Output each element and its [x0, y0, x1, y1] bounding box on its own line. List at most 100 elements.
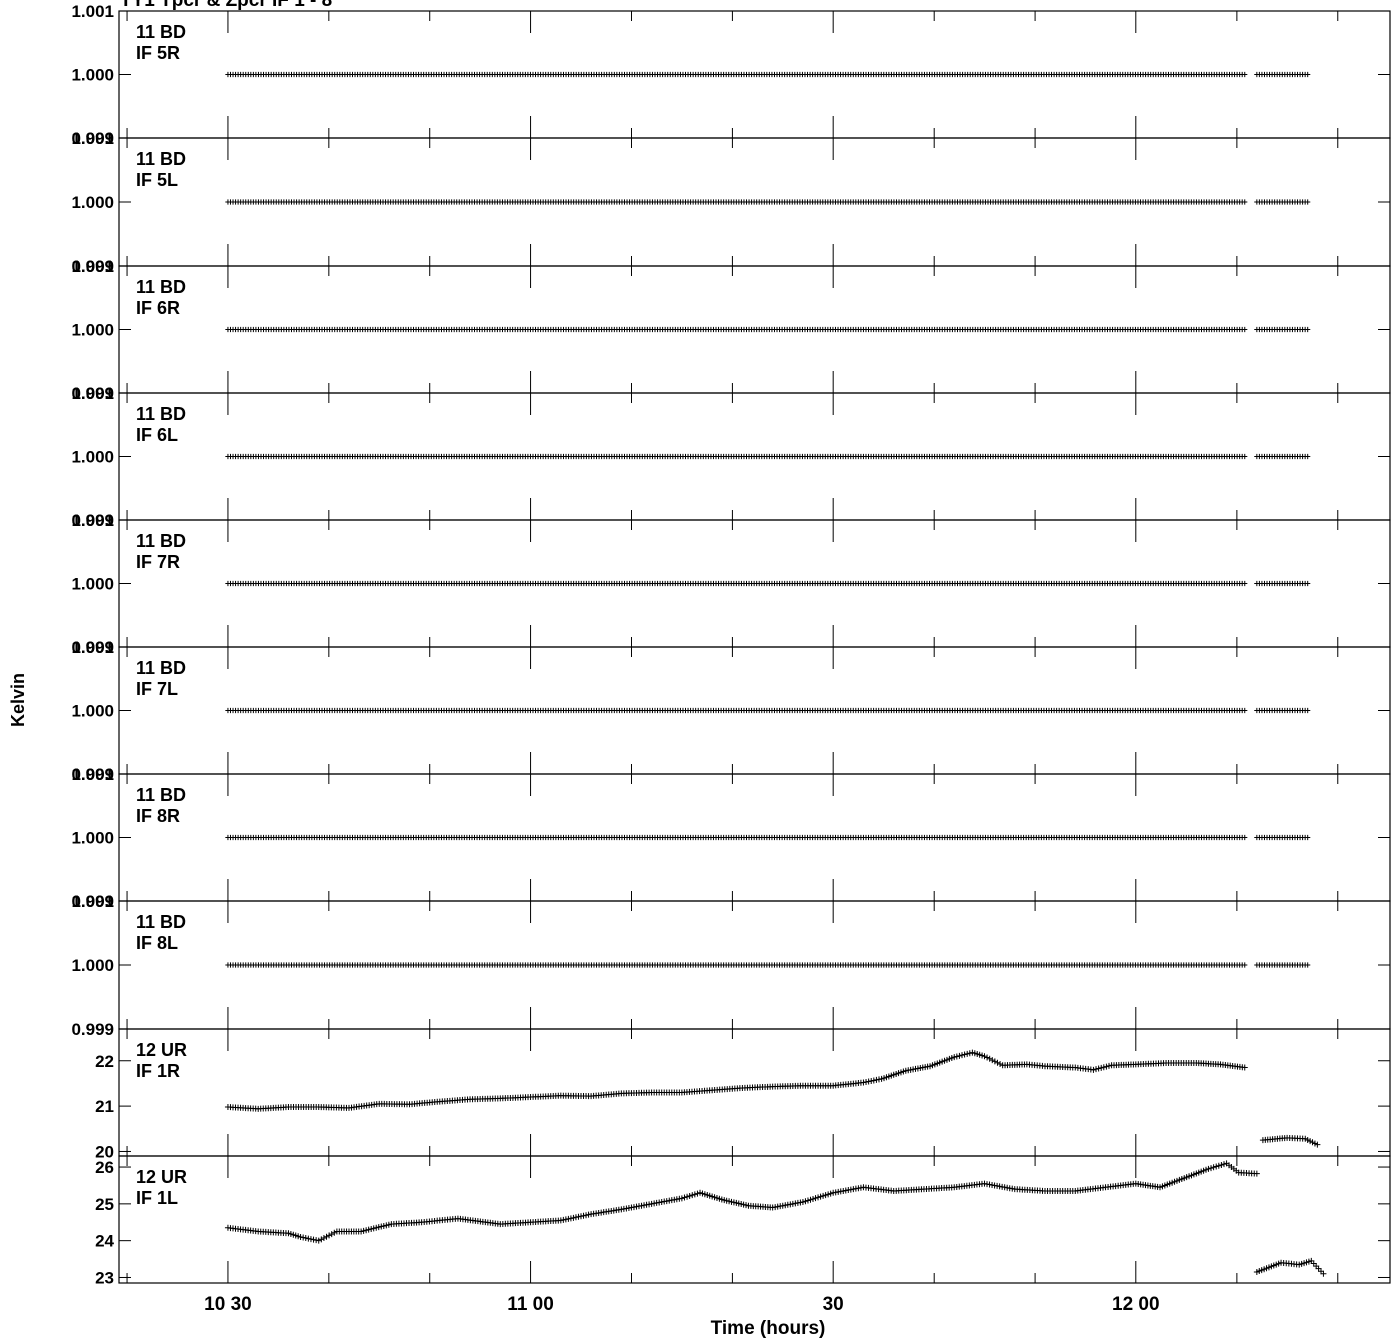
data-point — [302, 1235, 309, 1242]
data-point — [580, 1212, 587, 1219]
data-point — [865, 1078, 872, 1085]
x-axis-label: Time (hours) — [711, 1318, 826, 1339]
y-tick-label: 0.999 — [71, 511, 114, 530]
panel-label-line2: IF 8R — [136, 806, 180, 826]
y-tick-label: 21 — [95, 1097, 114, 1116]
data-point — [815, 1194, 822, 1201]
data-point — [1305, 453, 1311, 460]
data-point — [966, 1050, 973, 1057]
data-point — [1305, 199, 1311, 205]
panel-label-line1: 11 BD — [136, 785, 186, 805]
data-point — [572, 1214, 579, 1221]
data-point — [562, 1216, 569, 1223]
data-point — [1090, 1066, 1097, 1073]
y-tick-label: 1.000 — [71, 575, 114, 594]
data-point — [876, 1076, 883, 1083]
data-point — [383, 1222, 390, 1229]
y-tick-label: 20 — [95, 1142, 114, 1161]
y-tick-label: 1.000 — [71, 66, 114, 85]
data-point — [1320, 1270, 1327, 1277]
data-point — [1093, 1066, 1100, 1073]
data-point — [799, 1199, 806, 1206]
data-point — [1305, 71, 1311, 78]
data-point — [1305, 834, 1311, 841]
data-point — [575, 1213, 582, 1220]
data-point — [585, 1211, 592, 1218]
data-point — [860, 1079, 867, 1086]
data-point — [307, 1236, 314, 1243]
y-tick-label: 1.000 — [71, 321, 114, 340]
data-point — [326, 1232, 333, 1239]
panel-label-line2: IF 6L — [136, 425, 178, 445]
data-point — [997, 1060, 1004, 1067]
y-tick-label: 1.001 — [71, 129, 114, 148]
data-point — [1242, 834, 1248, 841]
data-point — [583, 1212, 590, 1219]
data-point — [1218, 1161, 1225, 1168]
x-tick-label: 12 00 — [1112, 1294, 1160, 1315]
data-point — [1213, 1163, 1220, 1170]
y-tick-label: 1.001 — [71, 384, 114, 403]
data-point — [681, 1194, 688, 1201]
data-point — [320, 1235, 327, 1242]
data-point — [1210, 1164, 1217, 1171]
data-point — [1242, 580, 1248, 587]
data-point — [297, 1233, 304, 1240]
y-tick-label: 23 — [95, 1268, 114, 1287]
data-point — [378, 1223, 385, 1230]
data-point — [986, 1055, 993, 1062]
data-point — [981, 1053, 988, 1060]
panel-label-line2: IF 1R — [136, 1061, 180, 1081]
panel-label-line2: IF 5R — [136, 43, 180, 63]
data-point — [1242, 199, 1248, 205]
data-point — [1305, 707, 1311, 714]
panel-label-line1: 11 BD — [136, 149, 186, 169]
data-point — [1098, 1064, 1105, 1071]
panel-label-line1: 11 BD — [136, 912, 186, 932]
data-point — [368, 1226, 375, 1233]
panel-frame — [118, 1028, 1391, 1157]
data-point — [984, 1054, 991, 1061]
y-tick-label: 25 — [95, 1195, 114, 1214]
data-point — [817, 1193, 824, 1200]
data-point — [560, 1216, 567, 1223]
data-point — [577, 1213, 584, 1220]
panel-label-line2: IF 7R — [136, 552, 180, 572]
data-point — [827, 1190, 834, 1197]
panel-label-line1: 11 BD — [136, 277, 186, 297]
panel-label-line2: IF 1L — [136, 1188, 178, 1208]
data-point — [360, 1227, 367, 1234]
y-tick-label: 0.999 — [71, 1020, 114, 1039]
y-tick-label: 26 — [95, 1158, 114, 1177]
data-point — [1242, 326, 1248, 333]
data-point — [375, 1224, 382, 1231]
y-tick-label: 0.999 — [71, 638, 114, 657]
data-point — [385, 1221, 392, 1228]
y-axis-label: Kelvin — [8, 673, 28, 727]
y-tick-label: 1.001 — [71, 638, 114, 657]
y-tick-label: 0.999 — [71, 384, 114, 403]
data-point — [956, 1052, 963, 1059]
data-point — [1242, 453, 1248, 460]
y-tick-label: 1.000 — [71, 829, 114, 848]
data-point — [1242, 962, 1248, 968]
y-tick-label: 0.999 — [71, 892, 114, 911]
panel-label-line2: IF 8L — [136, 933, 178, 953]
y-tick-label: 0.999 — [71, 129, 114, 148]
y-tick-label: 0.999 — [71, 257, 114, 276]
data-point — [331, 1229, 338, 1236]
data-point — [684, 1193, 691, 1200]
data-point — [1106, 1062, 1112, 1069]
data-point — [1103, 1063, 1110, 1070]
data-point — [1220, 1161, 1227, 1168]
data-point — [820, 1192, 827, 1199]
y-tick-label: 1.000 — [71, 702, 114, 721]
data-point — [807, 1196, 814, 1203]
data-point — [961, 1051, 968, 1058]
y-tick-label: 1.000 — [71, 956, 114, 975]
data-point — [686, 1192, 693, 1199]
data-point — [873, 1076, 880, 1083]
data-point — [689, 1192, 696, 1199]
data-point — [318, 1236, 325, 1243]
